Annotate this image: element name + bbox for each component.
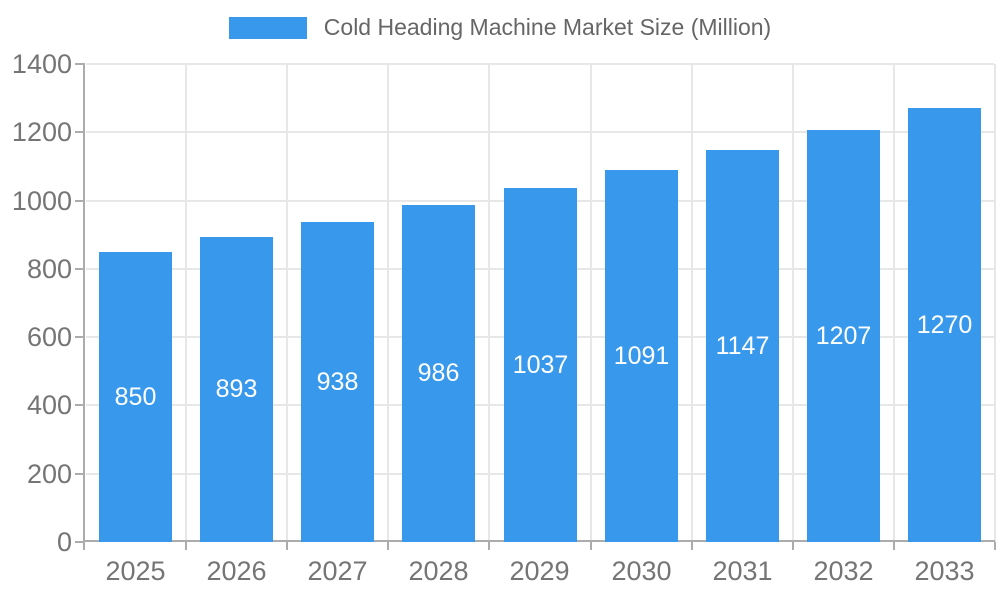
y-axis-label: 600: [26, 322, 72, 352]
y-axis-tick: [75, 131, 85, 133]
y-axis-label: 400: [26, 390, 72, 420]
x-axis-tick: [185, 542, 187, 550]
x-axis-label: 2027: [307, 556, 368, 586]
bar-value-label: 1270: [916, 310, 973, 339]
y-axis-tick: [75, 63, 85, 65]
bar: 1147: [706, 150, 779, 542]
y-axis-label: 200: [26, 459, 72, 489]
legend-swatch: [228, 16, 307, 39]
gridline: [86, 63, 994, 65]
x-axis-tick: [286, 542, 288, 550]
x-axis-label: 2029: [509, 556, 570, 586]
y-axis-label: 0: [56, 527, 72, 557]
y-axis-label: 800: [26, 254, 72, 284]
bar-value-label: 850: [114, 382, 157, 411]
x-axis-tick: [590, 542, 592, 550]
x-axis-tick: [691, 542, 693, 550]
legend-label: Cold Heading Machine Market Size (Millio…: [323, 14, 772, 40]
bar: 986: [402, 205, 475, 542]
x-axis-tick: [893, 542, 895, 550]
y-axis-line: [83, 64, 85, 550]
y-axis-label: 1400: [11, 49, 72, 79]
bar-value-label: 1207: [815, 321, 872, 350]
gridline: [792, 64, 794, 542]
x-axis-tick: [387, 542, 389, 550]
x-axis-tick: [488, 542, 490, 550]
y-axis-tick: [75, 404, 85, 406]
legend: Cold Heading Machine Market Size (Millio…: [0, 14, 1000, 41]
bar-value-label: 893: [215, 375, 258, 403]
gridline: [488, 64, 490, 542]
gridline: [893, 64, 895, 542]
y-axis-label: 1000: [11, 186, 72, 216]
gridline: [185, 64, 187, 542]
bar-value-label: 1091: [613, 341, 670, 370]
y-axis-label: 1200: [11, 117, 72, 147]
y-axis-tick: [75, 268, 85, 270]
x-axis-label: 2026: [206, 556, 267, 586]
bar-value-label: 1147: [715, 331, 770, 360]
y-axis-tick: [75, 541, 85, 543]
x-axis-label: 2030: [611, 556, 672, 586]
bar: 938: [301, 222, 374, 542]
y-axis-tick: [75, 200, 85, 202]
bar: 1091: [605, 170, 678, 542]
gridline: [691, 64, 693, 542]
bar: 1037: [504, 188, 577, 542]
bar: 893: [200, 237, 273, 542]
y-axis-tick: [75, 336, 85, 338]
gridline: [286, 64, 288, 542]
x-axis-label: 2032: [813, 556, 874, 586]
gridline: [590, 64, 592, 542]
x-axis-tick: [792, 542, 794, 550]
bar: 1207: [807, 130, 880, 542]
bar: 1270: [908, 108, 981, 542]
bar-value-label: 1037: [512, 350, 569, 379]
x-axis-tick: [994, 542, 996, 550]
gridline: [86, 131, 994, 133]
bar: 850: [99, 252, 172, 542]
gridline: [994, 64, 996, 542]
x-axis-label: 2033: [914, 556, 975, 586]
x-axis-label: 2031: [712, 556, 773, 586]
x-axis-label: 2028: [408, 556, 469, 586]
gridline: [387, 64, 389, 542]
x-axis-label: 2025: [105, 556, 166, 586]
y-axis-tick: [75, 473, 85, 475]
bar-value-label: 986: [417, 359, 460, 387]
bar-value-label: 938: [316, 367, 359, 396]
